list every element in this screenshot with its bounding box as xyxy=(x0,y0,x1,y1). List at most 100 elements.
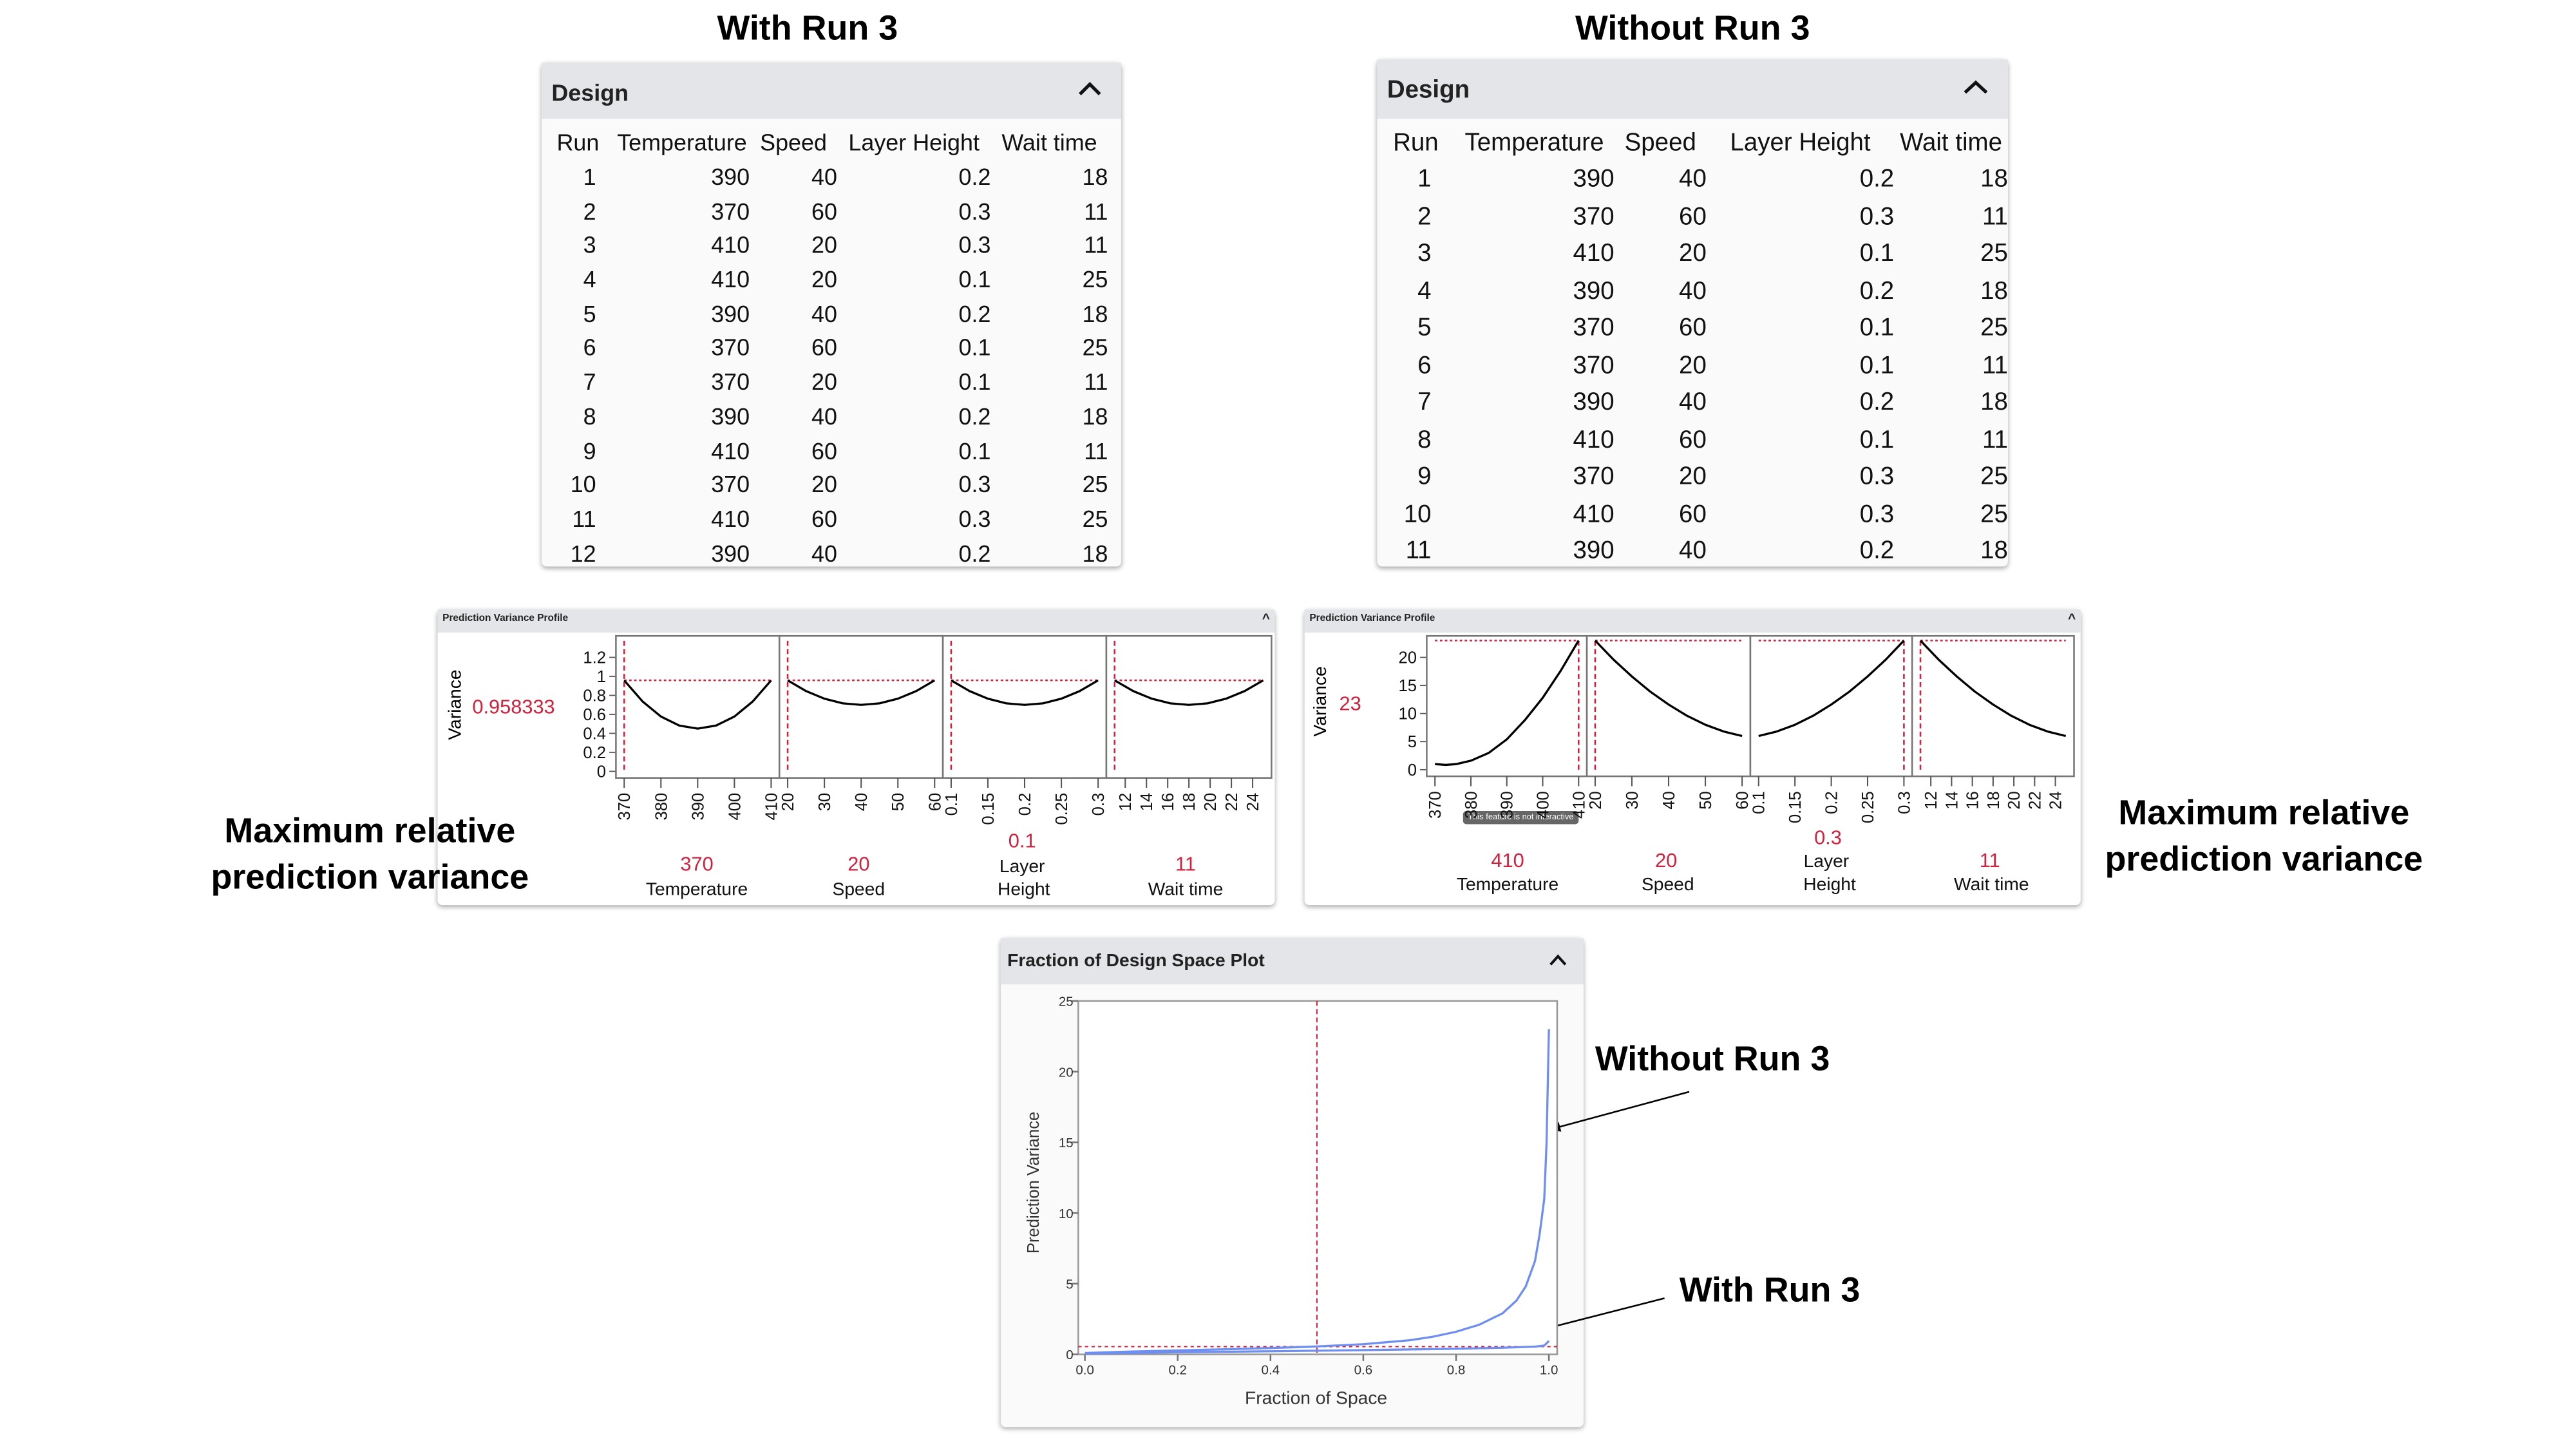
table-cell: 11 xyxy=(572,505,596,532)
factor-value-temperature: 410 xyxy=(1491,848,1524,872)
profile-panel-frame xyxy=(778,634,944,779)
table-cell: 390 xyxy=(1573,388,1615,417)
profile-title: Prediction Variance Profile xyxy=(442,614,569,625)
design-header[interactable]: Design xyxy=(1377,59,2008,119)
chevron-up-icon[interactable] xyxy=(1078,81,1101,98)
y-tick-label: 0.8 xyxy=(583,687,606,705)
table-row: 1 390 40 0.2 18 xyxy=(542,160,1108,194)
x-tick-label: 1.0 xyxy=(1540,1362,1558,1377)
x-tick-label: 12 xyxy=(1922,791,1940,810)
x-tick-label: 18 xyxy=(1985,791,2003,810)
x-tick-label: 370 xyxy=(1426,791,1444,819)
factor-name-temperature: Temperature xyxy=(1456,875,1559,895)
table-cell: 410 xyxy=(711,232,750,259)
table-cell: 18 xyxy=(1980,537,2008,566)
table-cell: 18 xyxy=(1980,277,2008,305)
table-cell: 25 xyxy=(1980,500,2008,528)
table-row: 3 410 20 0.1 25 xyxy=(1377,235,2008,272)
y-tick-label: 0.4 xyxy=(583,725,606,743)
table-cell: 370 xyxy=(711,471,750,498)
table-cell: 0.1 xyxy=(958,368,991,396)
chevron-up-icon[interactable] xyxy=(1964,79,1988,96)
table-cell: 40 xyxy=(811,539,837,566)
y-tick-label: 10 xyxy=(1059,1207,1074,1221)
x-tick-label: 16 xyxy=(1159,793,1177,812)
table-cell: 18 xyxy=(1980,166,2008,194)
table-cell: 5 xyxy=(583,300,596,327)
table-cell: 0.2 xyxy=(1859,388,1895,417)
x-tick-label: 410 xyxy=(1570,791,1588,819)
x-tick-label: 0.15 xyxy=(1786,791,1804,823)
x-tick-label: 0.3 xyxy=(1090,793,1108,816)
table-cell: 20 xyxy=(811,266,837,293)
x-tick-label: 390 xyxy=(1499,791,1517,819)
factor-name-wait-time: Wait time xyxy=(1954,875,2029,895)
table-row: 9 370 20 0.3 25 xyxy=(1377,459,2008,496)
table-cell: 2 xyxy=(583,197,596,224)
y-tick-label: 10 xyxy=(1398,705,1417,723)
table-cell: 60 xyxy=(811,437,837,464)
table-cell: 60 xyxy=(1679,314,1707,343)
x-tick-label: 0.1 xyxy=(1750,791,1768,814)
table-cell: 0.3 xyxy=(1859,202,1895,231)
chevron-up-icon[interactable]: ^ xyxy=(1262,611,1270,626)
table-row: 12 390 40 0.2 18 xyxy=(542,535,1108,569)
annotation-max-variance-left-line1: Maximum relative xyxy=(224,812,516,851)
table-cell: 6 xyxy=(583,334,596,361)
table-cell: 20 xyxy=(811,232,837,259)
table-cell: 0.2 xyxy=(958,300,991,327)
chevron-up-icon[interactable] xyxy=(1549,953,1567,966)
x-tick-label: 370 xyxy=(616,793,634,821)
table-cell: 370 xyxy=(711,368,750,396)
x-tick-label: 0.2 xyxy=(1168,1362,1187,1377)
factor-value-speed: 20 xyxy=(848,852,870,875)
table-row: 11 390 40 0.2 18 xyxy=(1377,533,2008,570)
profile-header[interactable]: Prediction Variance Profile ^ xyxy=(437,609,1275,633)
y-tick-label: 20 xyxy=(1059,1065,1074,1080)
y-tick-label: 0 xyxy=(1066,1348,1073,1362)
x-tick-label: 18 xyxy=(1180,793,1198,812)
annotation-fds-with-run-3: With Run 3 xyxy=(1679,1272,1861,1310)
table-cell: 390 xyxy=(711,539,750,566)
design-table: Run Temperature Speed Layer Height Wait time… xyxy=(542,126,1108,570)
profile-header[interactable]: Prediction Variance Profile ^ xyxy=(1304,609,2081,633)
title-with-run-3: With Run 3 xyxy=(717,10,898,48)
factor-value-wait-time: 11 xyxy=(1979,848,2000,872)
x-tick-label: 40 xyxy=(853,793,871,812)
table-cell: 0.3 xyxy=(958,471,991,498)
y-tick-label: 0.6 xyxy=(583,706,606,724)
column-header: Wait time xyxy=(1900,128,2002,157)
x-tick-label: 30 xyxy=(816,793,834,812)
x-tick-label: 50 xyxy=(889,793,907,812)
profile-panel-frame xyxy=(1105,634,1273,779)
y-tick-label: 0 xyxy=(597,763,606,781)
profile-curve xyxy=(787,679,936,706)
x-tick-label: 24 xyxy=(2047,791,2065,810)
table-cell: 0.1 xyxy=(1859,351,1895,380)
table-cell: 18 xyxy=(1980,388,2008,417)
table-row: 6 370 20 0.1 11 xyxy=(1377,347,2008,384)
table-cell: 6 xyxy=(1417,351,1432,380)
fds-header[interactable]: Fraction of Design Space Plot xyxy=(1000,938,1584,985)
table-cell: 0.3 xyxy=(1859,500,1895,528)
x-tick-label: 410 xyxy=(762,793,781,821)
table-cell: 4 xyxy=(1417,277,1432,305)
table-cell: 390 xyxy=(711,163,750,190)
table-cell: 20 xyxy=(1679,351,1707,380)
table-cell: 18 xyxy=(1082,539,1108,566)
table-cell: 40 xyxy=(811,163,837,190)
table-row: 10 370 20 0.3 25 xyxy=(542,467,1108,501)
table-row: 6 370 60 0.1 25 xyxy=(542,330,1108,365)
fds-title: Fraction of Design Space Plot xyxy=(1007,951,1265,971)
table-cell: 370 xyxy=(1573,314,1615,343)
table-cell: 0.1 xyxy=(1859,314,1895,343)
design-header[interactable]: Design xyxy=(542,62,1122,119)
column-header: Layer Height xyxy=(1730,128,1871,157)
y-tick-label: 0 xyxy=(1408,761,1417,779)
factor-value-layer-height: 0.1 xyxy=(1008,829,1036,853)
table-cell: 60 xyxy=(811,334,837,361)
table-row: 1 390 40 0.2 18 xyxy=(1377,161,2008,198)
column-header: Layer Height xyxy=(848,129,980,156)
table-cell: 0.2 xyxy=(1859,537,1895,566)
chevron-up-icon[interactable]: ^ xyxy=(2068,611,2076,626)
